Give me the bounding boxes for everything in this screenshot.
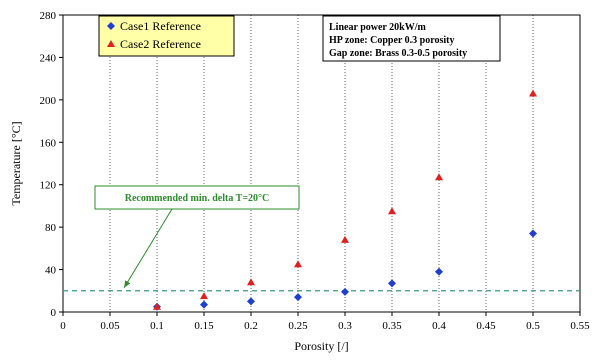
case2-point bbox=[435, 173, 443, 181]
x-axis-ticks: 0 0.05 0.1 0.15 0.2 0.25 0.3 0.35 0.4 0.45 0.5 0.55 bbox=[60, 312, 590, 332]
data-marks bbox=[153, 89, 537, 311]
legend-marker-case1 bbox=[107, 22, 115, 30]
x-tick-label: 0 bbox=[60, 320, 66, 332]
y-tick-label: 120 bbox=[40, 180, 57, 192]
x-tick-label: 0.3 bbox=[338, 320, 352, 332]
x-tick-label: 0.5 bbox=[526, 320, 540, 332]
x-axis-title: Porosity [/] bbox=[294, 339, 348, 353]
info-line-gap-zone: Gap zone: Brass 0.3-0.5 porosity bbox=[329, 48, 467, 59]
x-tick-label: 0.45 bbox=[476, 320, 496, 332]
y-tick-label: 160 bbox=[40, 137, 57, 149]
recommended-arrow bbox=[123, 208, 173, 289]
plot-area bbox=[62, 14, 581, 313]
case1-point bbox=[388, 279, 396, 288]
recommended-box bbox=[94, 185, 300, 210]
x-tick-label: 0.05 bbox=[100, 320, 120, 332]
x-tick-label: 0.25 bbox=[288, 320, 308, 332]
case1-point bbox=[294, 293, 302, 302]
case1-point bbox=[200, 300, 208, 309]
case1-point bbox=[529, 229, 537, 238]
x-tick-label: 0.55 bbox=[570, 320, 590, 332]
x-tick-label: 0.15 bbox=[194, 320, 214, 332]
case2-point bbox=[247, 278, 255, 286]
x-tick-label: 0.2 bbox=[244, 320, 258, 332]
y-tick-label: 0 bbox=[51, 307, 57, 319]
y-tick-label: 240 bbox=[40, 52, 57, 64]
x-tick-label: 0.1 bbox=[150, 320, 164, 332]
info-box-frame bbox=[322, 15, 501, 62]
y-tick-label: 280 bbox=[40, 10, 57, 22]
y-tick-label: 40 bbox=[45, 265, 57, 277]
info-line-hp-zone: HP zone: Copper 0.3 porosity bbox=[329, 35, 454, 46]
x-tick-label: 0.35 bbox=[382, 320, 402, 332]
recommended-annotation: Recommended min. delta T=20°C bbox=[94, 185, 300, 289]
x-tick-label: 0.4 bbox=[432, 320, 446, 332]
legend-label-case2: Case2 Reference bbox=[120, 37, 201, 51]
case2-point bbox=[388, 207, 396, 215]
y-axis-ticks: 0 40 80 120 160 200 240 280 bbox=[40, 10, 63, 319]
legend-marker-case2 bbox=[107, 40, 115, 47]
case1-point bbox=[341, 287, 349, 296]
y-tick-label: 80 bbox=[45, 222, 57, 234]
case2-point bbox=[200, 292, 208, 300]
recommended-arrowhead bbox=[124, 280, 131, 288]
case2-point bbox=[529, 89, 537, 97]
y-axis-title: Temperature [°C] bbox=[9, 121, 23, 205]
case1-point bbox=[247, 297, 255, 306]
legend-box bbox=[98, 15, 235, 57]
case2-point bbox=[153, 302, 161, 310]
recommended-label: Recommended min. delta T=20°C bbox=[125, 193, 270, 204]
y-tick-label: 200 bbox=[40, 95, 57, 107]
info-line-power: Linear power 20kW/m bbox=[329, 22, 427, 33]
case2-point bbox=[294, 260, 302, 268]
info-box: Linear power 20kW/m HP zone: Copper 0.3 … bbox=[322, 15, 501, 62]
legend: Case1 Reference Case2 Reference bbox=[98, 15, 235, 57]
case2-point bbox=[341, 235, 349, 243]
legend-label-case1: Case1 Reference bbox=[120, 19, 201, 33]
case1-point bbox=[435, 267, 443, 276]
